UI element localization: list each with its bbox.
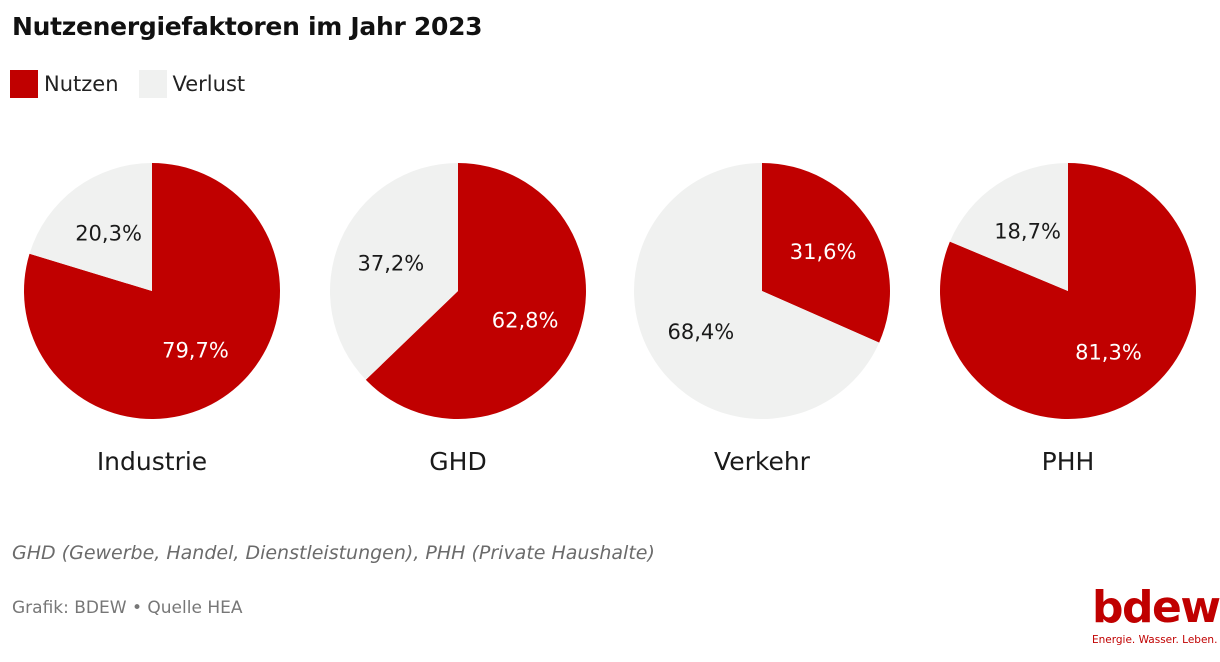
pie-slice-verkehr-nutzen <box>762 163 890 343</box>
footnote: GHD (Gewerbe, Handel, Dienstleistungen),… <box>12 542 655 564</box>
pie-slice-phh-verlust <box>949 163 1068 291</box>
pie-charts: 79,7% 20,3% Industrie 62,8% 37,2% GHD 31,6% 68,… <box>23 163 1196 476</box>
category-label-phh: PHH <box>1042 447 1095 476</box>
pie-slice-verkehr-verlust <box>634 163 880 419</box>
pie-slice-industrie-nutzen <box>23 163 281 419</box>
pie-label-phh-verlust: 18,7% <box>994 219 1061 243</box>
chart-title: Nutzenergiefaktoren im Jahr 2023 <box>12 12 483 41</box>
bdew-logo: bdew Energie. Wasser. Leben. <box>1092 582 1220 652</box>
legend-swatch-nutzen <box>10 70 38 98</box>
pie-label-ghd-nutzen: 62,8% <box>492 309 559 333</box>
pie-label-verkehr-nutzen: 31,6% <box>790 240 857 264</box>
pie-label-ghd-verlust: 37,2% <box>358 251 425 275</box>
pie-slice-ghd-verlust <box>330 163 458 380</box>
pie-slice-ghd-nutzen <box>365 163 586 419</box>
logo-wordmark: bdew <box>1092 582 1220 633</box>
legend-item-verlust: Verlust <box>138 70 246 98</box>
legend-swatch-verlust <box>138 70 167 98</box>
category-label-industrie: Industrie <box>97 447 207 476</box>
legend-label-verlust: Verlust <box>172 72 246 96</box>
source-credit: Grafik: BDEW • Quelle HEA <box>12 598 243 618</box>
pie-label-phh-nutzen: 81,3% <box>1075 341 1142 365</box>
pie-slice-industrie-verlust <box>29 163 153 291</box>
legend-label-nutzen: Nutzen <box>44 72 119 96</box>
pie-label-verkehr-verlust: 68,4% <box>668 320 735 344</box>
logo-tagline: Energie. Wasser. Leben. <box>1092 634 1218 646</box>
legend: Nutzen Verlust <box>10 70 265 98</box>
category-label-ghd: GHD <box>429 447 486 476</box>
pie-label-industrie-nutzen: 79,7% <box>162 339 229 363</box>
category-label-verkehr: Verkehr <box>714 447 811 476</box>
legend-item-nutzen: Nutzen <box>10 70 119 98</box>
pie-label-industrie-verlust: 20,3% <box>75 221 142 245</box>
